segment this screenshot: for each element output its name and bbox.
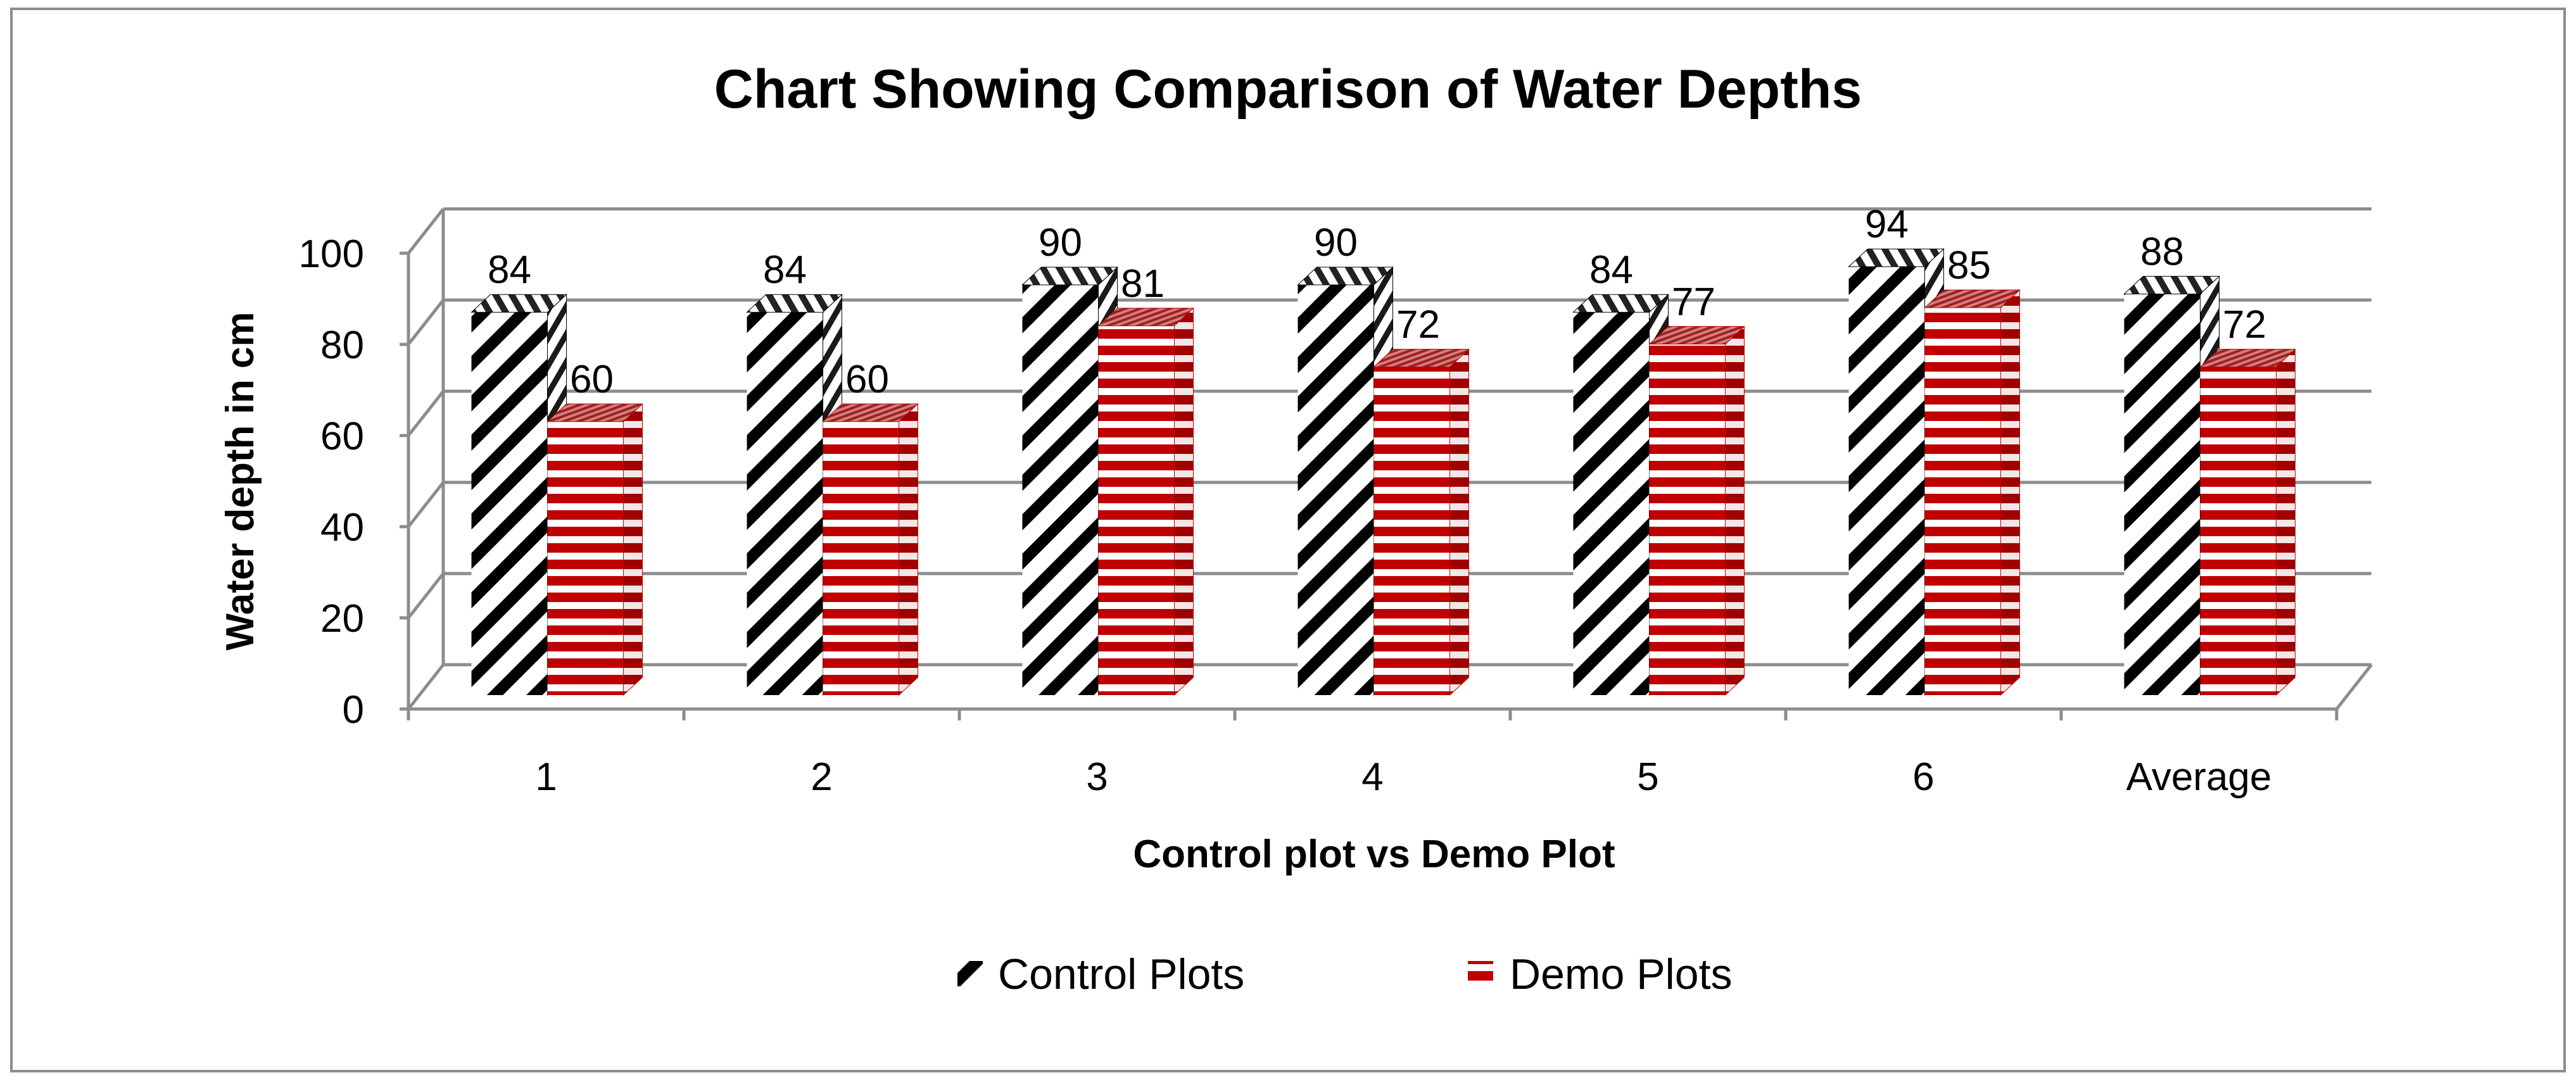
data-label-demo: 81: [1121, 262, 1165, 306]
bar-front: [1924, 308, 2001, 695]
data-label-demo: 72: [1396, 303, 1440, 347]
data-labels: 84 60 84 60 90 81 90 72 84 77 94 85 88 72: [488, 203, 2266, 401]
bar-top: [1648, 326, 1745, 345]
bar-demo: [1648, 325, 1745, 696]
gridline-side: [407, 663, 445, 710]
legend-swatch-control: [957, 961, 983, 986]
bar-front: [2124, 294, 2200, 695]
x-tick-label: 5: [1637, 755, 1658, 799]
legend-item-control: Control Plots: [957, 950, 1244, 998]
data-label-demo: 77: [1672, 280, 1715, 324]
x-tick-label: 3: [1086, 755, 1108, 799]
data-label-demo: 72: [2223, 303, 2266, 347]
y-tick-label: 60: [320, 415, 364, 458]
y-tick-label: 40: [320, 506, 364, 549]
gridline-side: [407, 481, 445, 528]
data-label-control: 84: [763, 248, 807, 292]
bar-demo: [1924, 289, 2021, 696]
bar-front: [1098, 325, 1175, 695]
bar-top: [822, 403, 919, 422]
legend-label-demo: Demo Plots: [1510, 950, 1732, 998]
y-tick-label: 20: [320, 597, 364, 641]
bar-side: [899, 403, 918, 696]
bar-side: [1725, 325, 1745, 696]
bar-top: [1848, 248, 1945, 267]
data-label-control: 90: [1039, 221, 1082, 265]
bar-top: [2199, 349, 2296, 368]
bar-front: [2200, 367, 2276, 695]
gridline-side: [407, 299, 445, 346]
bar-top: [746, 294, 843, 313]
bar-front: [1297, 285, 1374, 695]
bar-demo: [2199, 348, 2296, 696]
bar-demo: [1373, 348, 1470, 696]
bar-side: [1449, 348, 1469, 696]
bar-side: [2000, 289, 2020, 696]
y-tick-label: 100: [299, 232, 364, 276]
y-tick-label: 80: [320, 323, 364, 367]
x-tick-label: 1: [535, 755, 557, 799]
bar-top: [1373, 349, 1470, 368]
bar-demo: [822, 403, 919, 696]
bar-side: [623, 403, 643, 696]
legend-label-control: Control Plots: [998, 950, 1244, 998]
floor-edge: [2335, 663, 2373, 710]
bar-front: [823, 422, 899, 695]
bar-demo: [1097, 307, 1194, 696]
bar-side: [2276, 348, 2295, 696]
bar-top: [546, 403, 643, 422]
bar-top: [470, 294, 567, 313]
data-label-control: 84: [1589, 248, 1633, 292]
chart-title: Chart Showing Comparison of Water Depths: [714, 59, 1862, 120]
bar-demo: [546, 403, 643, 696]
bar-top: [2123, 275, 2220, 294]
y-tick-label: 0: [343, 688, 364, 732]
bars: [470, 248, 2296, 696]
axes: 0 20 40 60 80 100 1 2 3 4 5 6 Average: [299, 232, 2339, 799]
data-label-control: 90: [1314, 221, 1358, 265]
bar-top: [1572, 294, 1669, 313]
bar-side: [1174, 307, 1194, 696]
bar-front: [547, 422, 624, 695]
bar-front: [747, 312, 823, 695]
data-label-demo: 85: [1947, 244, 1991, 287]
bar-front: [1373, 367, 1450, 695]
gridline-side: [407, 208, 445, 254]
bar-front: [1848, 267, 1925, 695]
data-label-demo: 60: [570, 358, 614, 401]
bar-front: [1573, 312, 1650, 695]
bar-top: [1297, 267, 1394, 286]
data-label-demo: 60: [845, 358, 889, 401]
data-label-control: 94: [1865, 203, 1909, 246]
gridline-side: [407, 572, 445, 619]
legend: Control Plots Demo Plots: [957, 950, 1732, 998]
data-label-control: 88: [2140, 230, 2184, 273]
y-axis-title: Water depth in cm: [218, 311, 262, 650]
bar-top: [1924, 289, 2021, 308]
gridline-side: [407, 390, 445, 437]
bar-front: [1649, 344, 1726, 695]
bar-top: [1097, 308, 1194, 327]
bar-front: [1022, 285, 1099, 695]
x-tick-label: Average: [2126, 755, 2272, 799]
x-tick-label: 6: [1912, 755, 1934, 799]
x-tick-label: 4: [1361, 755, 1383, 799]
legend-swatch-demo: [1468, 961, 1493, 986]
data-label-control: 84: [488, 248, 531, 292]
x-tick-label: 2: [811, 755, 832, 799]
legend-item-demo: Demo Plots: [1468, 950, 1732, 998]
bar-top: [1021, 267, 1118, 286]
x-axis-title: Control plot vs Demo Plot: [1133, 832, 1615, 876]
bar-front: [471, 312, 548, 695]
